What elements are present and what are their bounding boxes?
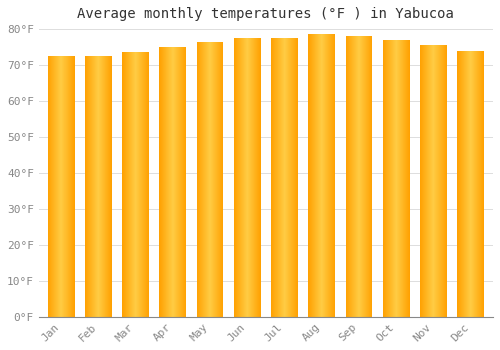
Title: Average monthly temperatures (°F ) in Yabucoa: Average monthly temperatures (°F ) in Ya… — [78, 7, 454, 21]
